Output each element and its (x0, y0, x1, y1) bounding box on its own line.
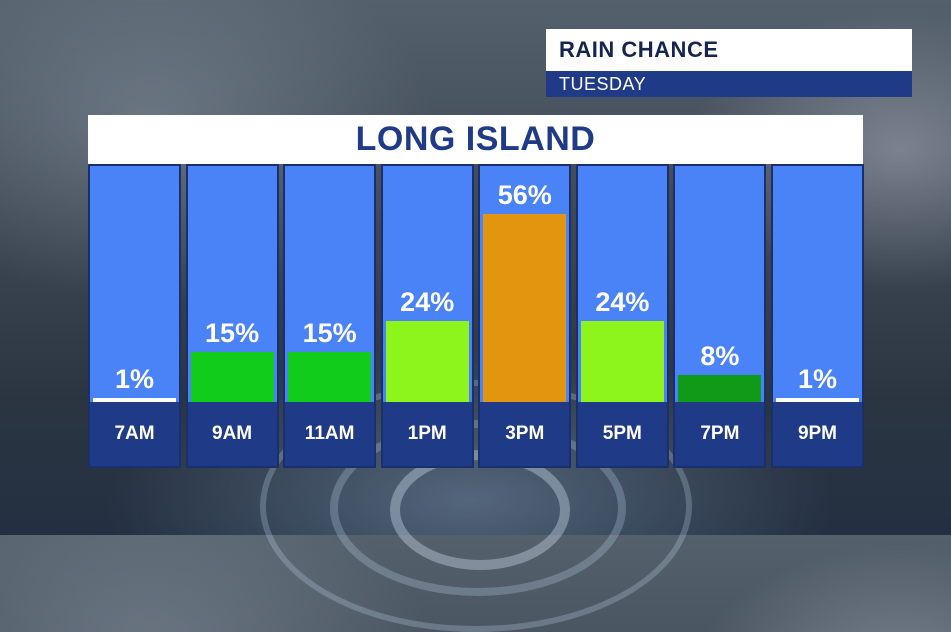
bar-column: 24% 5PM (575, 164, 669, 468)
bar (678, 375, 762, 402)
category-label: 7PM (675, 402, 765, 466)
category-label: 5PM (577, 402, 667, 466)
bar-column: 8% 7PM (673, 164, 767, 468)
bar (483, 214, 567, 402)
header-title: RAIN CHANCE (546, 29, 912, 71)
bar-column: 24% 1PM (380, 164, 474, 468)
rain-chance-panel: LONG ISLAND 1% 7AM 15% 9AM 15% 11AM 24% 1PM 56% 3… (88, 115, 864, 468)
data-label: 1% (114, 364, 155, 394)
bar-column: 56% 3PM (478, 164, 572, 468)
data-label: 15% (205, 317, 260, 348)
data-label: 1% (797, 364, 837, 394)
data-label: 15% (302, 317, 357, 348)
bar-column: 15% 9AM (185, 164, 279, 468)
category-label: 9PM (772, 402, 862, 466)
bar (580, 321, 664, 402)
bar (190, 351, 274, 402)
category-label: 1PM (382, 402, 472, 466)
bar (385, 321, 469, 402)
category-label: 9AM (187, 402, 277, 466)
header-subtitle: TUESDAY (546, 71, 912, 97)
chart-title: LONG ISLAND (88, 115, 863, 164)
rain-chance-chart: 1% 7AM 15% 9AM 15% 11AM 24% 1PM 56% 3PM 24% 5PM 8% 7P… (88, 164, 864, 468)
radar-ring-inner (390, 450, 570, 570)
category-label: 3PM (480, 402, 570, 466)
category-label: 7AM (90, 402, 179, 466)
data-label: 24% (595, 287, 650, 318)
bar-column: 1% 7AM (88, 164, 181, 468)
data-label: 24% (400, 287, 455, 318)
category-label: 11AM (285, 402, 375, 466)
bar-column: 1% 9PM (770, 164, 864, 468)
data-label: 56% (497, 180, 552, 210)
bar-column: 15% 11AM (283, 164, 377, 468)
header-tag: RAIN CHANCE TUESDAY (546, 29, 912, 97)
data-label: 8% (700, 341, 740, 372)
bar (775, 398, 859, 402)
bar (93, 398, 176, 402)
bar (288, 351, 372, 402)
